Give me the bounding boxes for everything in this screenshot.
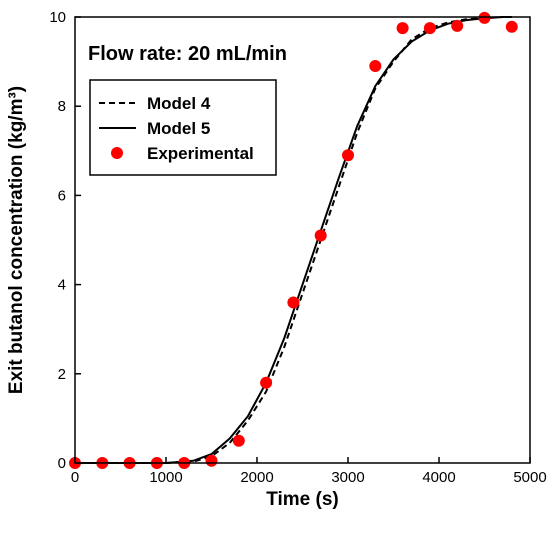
legend: Model 4 Model 5 Experimental [89, 79, 277, 176]
x-tick-label: 3000 [331, 469, 364, 486]
flow-rate-annotation: Flow rate: 20 mL/min [88, 43, 287, 65]
y-axis-title: Exit butanol concentration (kg/m³) [6, 86, 27, 394]
legend-swatch-experimental [111, 147, 123, 159]
legend-label-model-5: Model 5 [147, 119, 210, 138]
x-tick-label: 2000 [240, 469, 273, 486]
point-experimental [369, 60, 382, 73]
point-experimental [287, 296, 300, 309]
x-axis-title: Time (s) [266, 489, 339, 510]
series-line-model-4 [75, 16, 512, 464]
point-experimental [478, 11, 491, 24]
point-experimental [451, 19, 464, 32]
y-tick-label: 0 [58, 455, 66, 472]
point-experimental [314, 229, 327, 242]
x-tick-label: 1000 [149, 469, 182, 486]
y-tick-label: 6 [58, 187, 66, 204]
point-experimental [342, 149, 354, 162]
y-tick-label: 10 [49, 9, 66, 26]
y-tick-label: 4 [58, 277, 66, 294]
legend-label-model-4: Model 4 [147, 94, 211, 113]
y-tick-label: 8 [58, 98, 66, 115]
legend-label-experimental: Experimental [147, 144, 254, 163]
point-experimental [232, 434, 245, 447]
x-tick-label: 4000 [422, 469, 455, 486]
y-tick-label: 2 [58, 366, 66, 383]
point-experimental [396, 22, 409, 35]
point-experimental [260, 376, 273, 389]
plot-frame [74, 16, 531, 464]
x-tick-label: 0 [71, 469, 79, 486]
point-experimental [505, 20, 518, 33]
point-experimental [205, 454, 218, 467]
point-experimental [423, 22, 436, 35]
x-tick-label: 5000 [513, 469, 546, 486]
axis-ticks: 0 1000 2000 3000 4000 5000 0 2 4 6 8 10 [49, 9, 546, 486]
